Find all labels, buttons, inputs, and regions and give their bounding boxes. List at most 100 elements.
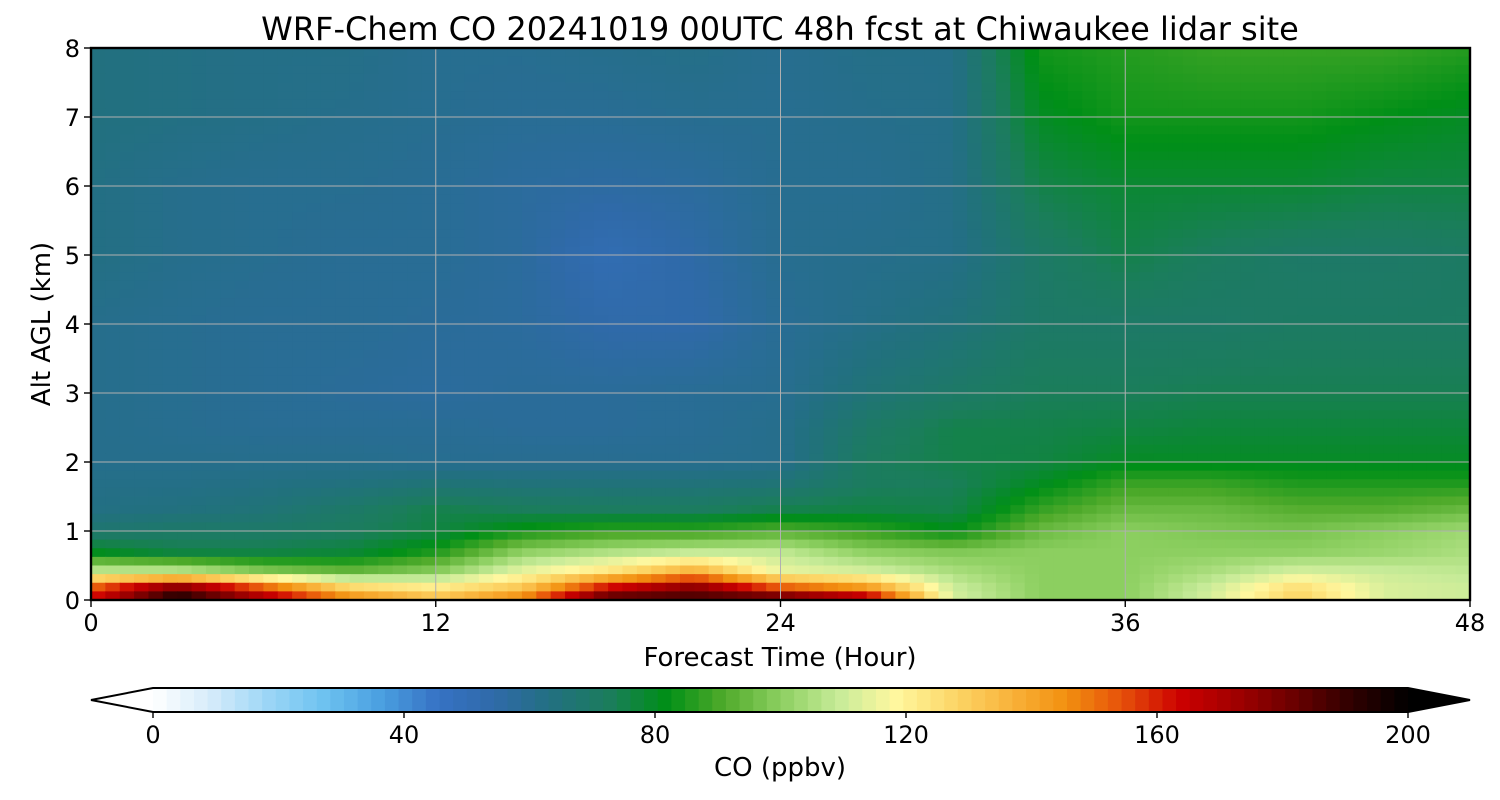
heatmap-cell	[608, 91, 624, 101]
heatmap-cell	[622, 151, 638, 161]
heatmap-cell	[306, 479, 322, 489]
heatmap-cell	[550, 487, 566, 498]
heatmap-cell	[1153, 125, 1170, 136]
heatmap-cell	[119, 418, 135, 429]
heatmap-cell	[780, 48, 796, 58]
heatmap-cell	[1125, 393, 1141, 403]
heatmap-cell	[421, 168, 437, 179]
heatmap-cell	[622, 211, 638, 222]
heatmap-cell	[694, 453, 710, 463]
heatmap-cell	[909, 315, 925, 325]
heatmap-cell	[1398, 56, 1414, 67]
heatmap-cell	[1412, 401, 1428, 412]
heatmap-cell	[292, 73, 308, 84]
heatmap-cell	[536, 436, 552, 446]
heatmap-cell	[622, 272, 638, 282]
heatmap-cell	[177, 160, 193, 170]
heatmap-cell	[924, 56, 940, 67]
heatmap-cell	[335, 65, 351, 75]
heatmap-cell	[924, 48, 940, 58]
heatmap-cell	[536, 349, 552, 360]
heatmap-cell	[1153, 444, 1170, 455]
heatmap-cell	[148, 168, 164, 179]
heatmap-cell	[1139, 384, 1155, 394]
heatmap-cell	[306, 427, 322, 437]
heatmap-cell	[1225, 237, 1241, 248]
heatmap-cell	[1455, 177, 1470, 187]
heatmap-cell	[493, 453, 509, 463]
heatmap-cell	[823, 410, 839, 420]
heatmap-cell	[909, 73, 925, 84]
heatmap-cell	[1398, 237, 1414, 248]
heatmap-cell	[220, 186, 236, 196]
heatmap-cell	[1225, 117, 1241, 127]
heatmap-cell	[277, 436, 293, 446]
heatmap-cell	[1082, 168, 1098, 179]
heatmap-cell	[320, 211, 336, 222]
heatmap-cell	[435, 384, 451, 394]
heatmap-cell	[1254, 56, 1270, 67]
heatmap-cell	[134, 263, 150, 274]
heatmap-cell	[1024, 134, 1040, 144]
heatmap-cell	[1067, 393, 1083, 403]
heatmap-cell	[924, 65, 940, 75]
heatmap-cell	[593, 487, 609, 498]
heatmap-cell	[363, 280, 380, 291]
heatmap-cell	[665, 194, 681, 205]
heatmap-cell	[737, 211, 753, 222]
heatmap-cell	[421, 220, 437, 230]
heatmap-cell	[1110, 194, 1127, 205]
heatmap-cell	[636, 444, 653, 455]
heatmap-cell	[881, 160, 897, 170]
heatmap-cell	[378, 263, 394, 274]
heatmap-cell	[1412, 487, 1428, 498]
heatmap-cell	[1383, 393, 1399, 403]
heatmap-cell	[651, 393, 667, 403]
heatmap-cell	[277, 56, 293, 67]
heatmap-cell	[134, 384, 150, 394]
heatmap-cell	[1412, 117, 1428, 127]
heatmap-cell	[234, 462, 250, 472]
heatmap-cell	[809, 117, 825, 127]
heatmap-cell	[263, 332, 279, 343]
heatmap-cell	[91, 56, 107, 67]
heatmap-cell	[335, 375, 351, 386]
heatmap-cell	[478, 108, 494, 118]
heatmap-cell	[1053, 367, 1069, 377]
heatmap-cell	[292, 418, 308, 429]
heatmap-cell	[1024, 108, 1040, 118]
heatmap-cell	[162, 384, 178, 394]
heatmap-cell	[608, 358, 624, 368]
heatmap-cell	[780, 134, 796, 144]
heatmap-cell	[794, 462, 811, 472]
heatmap-cell	[952, 263, 969, 274]
heatmap-cell	[363, 470, 380, 481]
heatmap-cell	[1153, 289, 1170, 299]
heatmap-cell	[378, 211, 394, 222]
heatmap-cell	[1211, 384, 1227, 394]
heatmap-cell	[1225, 186, 1241, 196]
heatmap-cell	[363, 418, 380, 429]
heatmap-cell	[1139, 453, 1155, 463]
heatmap-cell	[651, 151, 667, 161]
heatmap-cell	[277, 444, 293, 455]
heatmap-cell	[909, 177, 925, 187]
heatmap-cell	[780, 324, 796, 334]
heatmap-cell	[852, 436, 868, 446]
heatmap-cell	[1412, 470, 1428, 481]
heatmap-cell	[292, 479, 308, 489]
heatmap-cell	[435, 48, 451, 58]
heatmap-cell	[1311, 444, 1328, 455]
heatmap-cell	[708, 349, 724, 360]
heatmap-cell	[277, 186, 293, 196]
heatmap-cell	[292, 48, 308, 58]
heatmap-cell	[1067, 462, 1083, 472]
heatmap-cell	[708, 306, 724, 317]
heatmap-cell	[794, 125, 811, 136]
heatmap-cell	[263, 487, 279, 498]
heatmap-cell	[407, 324, 423, 334]
heatmap-cell	[1383, 108, 1399, 118]
heatmap-cell	[1182, 160, 1198, 170]
heatmap-cell	[1326, 99, 1342, 110]
heatmap-cell	[1426, 237, 1443, 248]
